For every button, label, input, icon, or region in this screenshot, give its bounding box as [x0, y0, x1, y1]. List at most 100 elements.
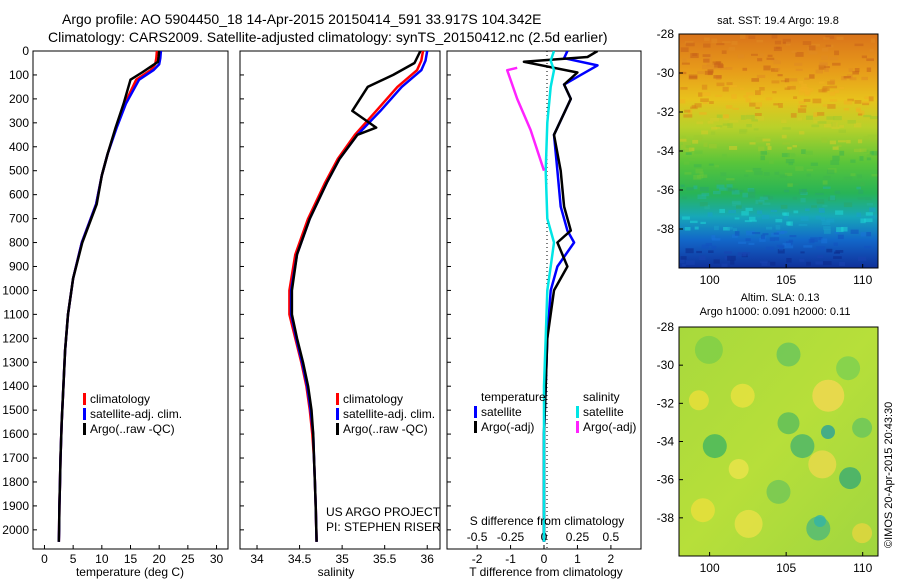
sst-texture-patch	[759, 87, 765, 91]
sst-texture-patch	[798, 100, 806, 105]
sst-texture-patch	[752, 232, 761, 235]
sst-texture-patch	[713, 259, 720, 264]
sst-texture-patch	[751, 78, 760, 82]
sst-texture-patch	[739, 189, 744, 193]
sla-anomaly-blob	[852, 523, 873, 544]
sst-texture-patch	[834, 231, 840, 234]
sst-texture-patch	[786, 258, 792, 263]
sst-texture-patch	[715, 94, 723, 97]
sst-texture-patch	[705, 242, 713, 246]
sst-texture-patch	[719, 67, 727, 70]
sst-texture-patch	[862, 102, 870, 106]
sst-texture-patch	[843, 100, 853, 105]
sst-texture-patch	[850, 173, 856, 177]
temperature-legend: climatology satellite-adj. clim. Argo(..…	[83, 392, 182, 436]
sst-texture-patch	[684, 109, 691, 113]
sst-texture-patch	[833, 256, 842, 259]
sst-texture-patch	[822, 104, 828, 107]
sst-texture-patch	[766, 143, 771, 146]
sst-texture-patch	[745, 238, 751, 242]
sst-texture-patch	[806, 173, 811, 177]
sla-map-title-line1: Altim. SLA: 0.13	[741, 292, 820, 304]
sst-texture-patch	[690, 220, 698, 224]
sst-texture-patch	[778, 103, 783, 108]
sst-texture-patch	[850, 229, 859, 234]
series-line-argo-raw-qc-	[290, 51, 422, 542]
sst-texture-patch	[684, 147, 692, 152]
sst-texture-patch	[739, 130, 747, 134]
sst-texture-patch	[834, 90, 840, 94]
s-tick-label: -0.5	[467, 530, 488, 544]
sst-texture-patch	[834, 190, 841, 195]
sst-texture-patch	[799, 259, 805, 262]
sst-texture-patch	[843, 76, 852, 79]
sst-texture-patch	[857, 174, 862, 179]
sst-texture-patch	[746, 124, 752, 128]
lat-tick-label: -36	[657, 473, 675, 487]
legend-swatch-t-satellite	[474, 406, 477, 418]
lon-tick-label: 105	[776, 273, 796, 287]
sst-texture-patch	[767, 146, 772, 150]
sst-texture-patch	[808, 51, 818, 55]
sst-texture-patch	[860, 218, 866, 224]
sst-texture-patch	[714, 164, 719, 168]
x-tick-label: 25	[181, 552, 195, 566]
sst-texture-patch	[870, 38, 876, 43]
sst-texture-patch	[825, 35, 835, 39]
sst-texture-patch	[797, 105, 803, 110]
sst-texture-patch	[713, 190, 721, 195]
sst-texture-patch	[785, 41, 791, 46]
sst-texture-patch	[686, 187, 694, 191]
sst-texture-patch	[709, 101, 714, 104]
lat-tick-label: -32	[657, 105, 675, 119]
sst-texture-patch	[745, 169, 753, 173]
sst-texture-patch	[858, 189, 864, 194]
sst-texture-patch	[776, 231, 785, 235]
pi-annotation: PI: STEPHEN RISER	[326, 520, 441, 534]
sst-texture-patch	[839, 150, 845, 156]
x-tick-label: -1	[505, 552, 516, 566]
sst-texture-patch	[866, 203, 874, 206]
sst-texture-patch	[813, 119, 820, 123]
sst-texture-patch	[773, 60, 781, 65]
sst-texture-patch	[860, 232, 866, 237]
sst-texture-patch	[829, 99, 838, 102]
sst-texture-patch	[756, 39, 764, 43]
sst-texture-patch	[699, 112, 707, 115]
sst-texture-patch	[819, 61, 828, 67]
sst-texture-patch	[865, 212, 873, 216]
sst-texture-patch	[818, 89, 826, 93]
sst-texture-patch	[822, 186, 831, 189]
sst-texture-patch	[683, 161, 690, 165]
sst-texture-patch	[689, 158, 696, 161]
sst-texture-patch	[805, 208, 810, 212]
sst-texture-patch	[706, 63, 715, 67]
sst-texture-patch	[683, 114, 693, 118]
sst-texture-patch	[859, 148, 867, 152]
sst-texture-patch	[869, 116, 878, 120]
sst-texture-patch	[832, 62, 841, 66]
t-difference-axis-ticks: -2 -1 0 1 2	[472, 545, 615, 566]
sst-texture-patch	[716, 184, 725, 189]
sst-texture-patch	[727, 255, 736, 261]
sst-texture-patch	[711, 38, 718, 44]
sst-texture-patch	[779, 246, 784, 251]
legend-swatch-t-argo	[474, 421, 477, 433]
sst-texture-patch	[812, 98, 822, 104]
sst-texture-patch	[829, 91, 836, 96]
sst-texture-patch	[686, 260, 695, 265]
salinity-depth-ticks	[240, 50, 244, 531]
sst-map-texture	[679, 34, 879, 267]
sla-anomaly-blob	[766, 479, 791, 504]
sst-texture-patch	[788, 162, 794, 166]
sla-anomaly-blob	[814, 515, 826, 527]
sst-texture-patch	[694, 103, 702, 108]
sst-texture-patch	[722, 41, 731, 44]
series-line-satellite-adj-clim-	[57, 51, 163, 542]
sst-texture-patch	[780, 204, 788, 209]
sst-texture-patch	[817, 255, 824, 259]
sst-texture-patch	[780, 80, 787, 83]
legend-label-t-argo: Argo(-adj)	[481, 420, 534, 434]
sst-texture-patch	[721, 263, 728, 267]
sst-texture-patch	[790, 113, 797, 118]
